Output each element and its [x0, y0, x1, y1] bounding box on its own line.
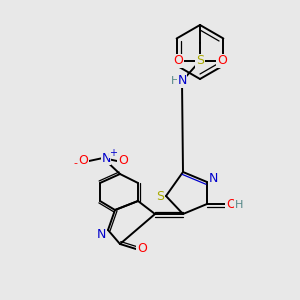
Text: N: N — [101, 152, 111, 164]
Text: S: S — [196, 55, 204, 68]
Text: O: O — [226, 197, 236, 211]
Text: O: O — [217, 55, 227, 68]
Text: +: + — [109, 148, 117, 158]
Text: H: H — [171, 76, 179, 86]
Text: O: O — [137, 242, 147, 256]
Text: O: O — [173, 55, 183, 68]
Text: N: N — [208, 172, 218, 185]
Text: -: - — [73, 158, 77, 168]
Text: S: S — [156, 190, 164, 202]
Text: H: H — [235, 200, 243, 210]
Text: O: O — [118, 154, 128, 167]
Text: O: O — [78, 154, 88, 167]
Text: N: N — [177, 74, 187, 88]
Text: N: N — [96, 227, 106, 241]
